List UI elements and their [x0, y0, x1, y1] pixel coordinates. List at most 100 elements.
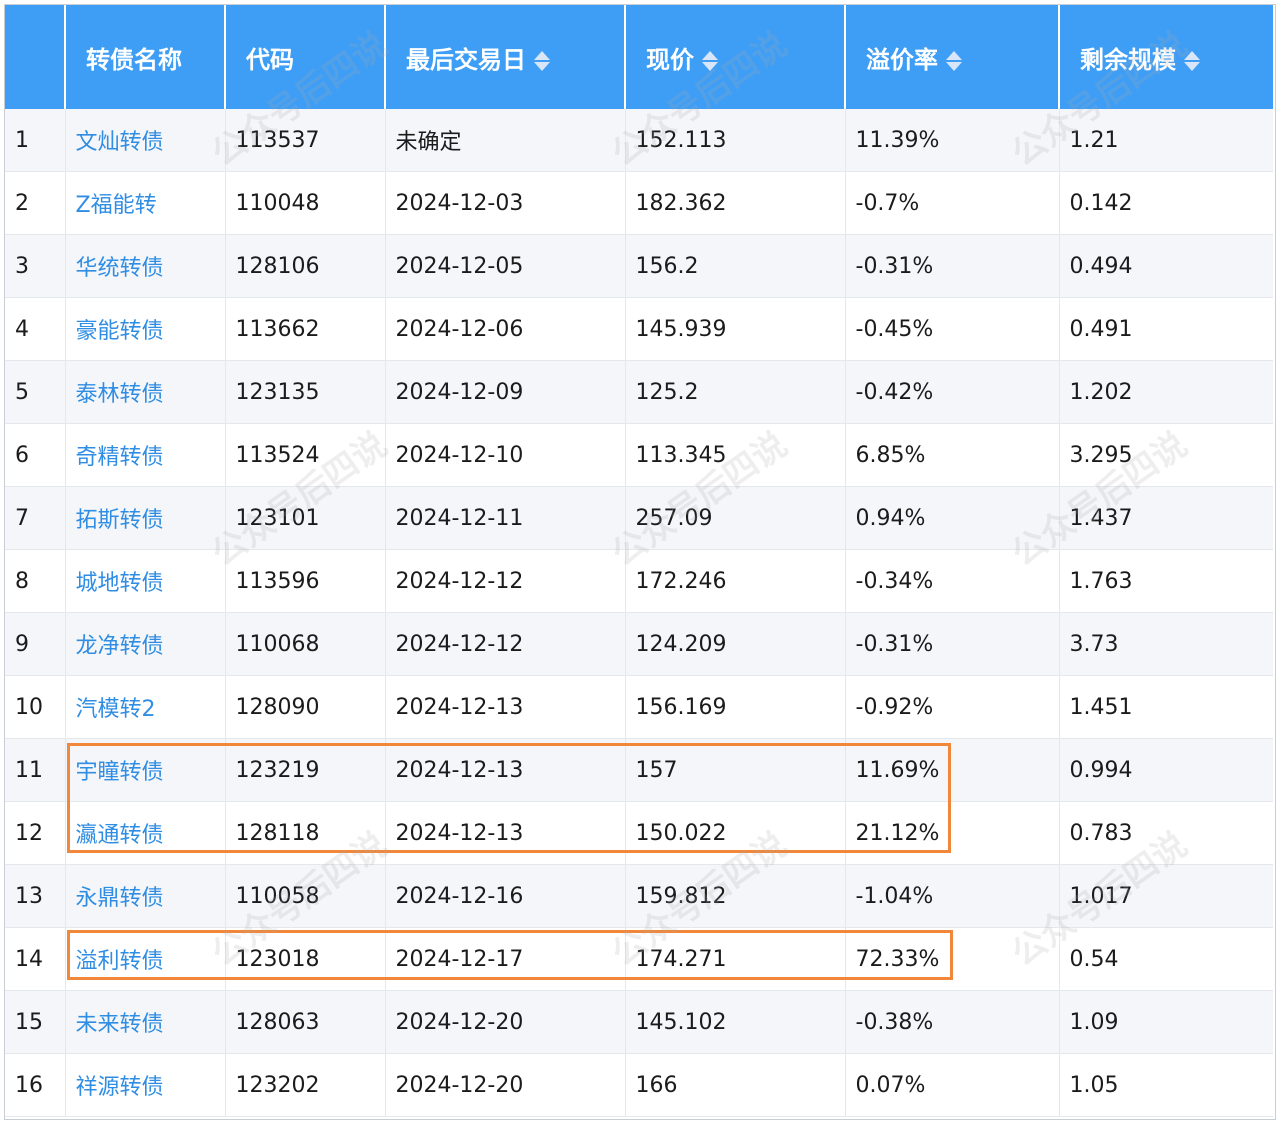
- last-trade-date: 2024-12-20: [385, 1053, 626, 1117]
- last-trade-date: 2024-12-20: [385, 990, 626, 1054]
- header-code: 代码: [225, 5, 386, 109]
- bond-name-link[interactable]: 祥源转债: [65, 1053, 226, 1117]
- bond-code: 123018: [225, 927, 386, 991]
- current-price: 166: [625, 1053, 846, 1117]
- table-row: 7 拓斯转债 123101 2024-12-11 257.09 0.94% 1.437: [5, 486, 1273, 550]
- bond-name-link[interactable]: 未来转债: [65, 990, 226, 1054]
- current-price: 145.102: [625, 990, 846, 1054]
- header-premium[interactable]: 溢价率: [845, 5, 1060, 109]
- remaining-size: 1.05: [1059, 1053, 1273, 1117]
- bond-code: 128063: [225, 990, 386, 1054]
- premium-rate: 0.94%: [845, 486, 1060, 550]
- premium-rate: -0.45%: [845, 297, 1060, 361]
- table-row: 14 溢利转债 123018 2024-12-17 174.271 72.33% 0.54: [5, 927, 1273, 991]
- row-index: 7: [5, 486, 66, 550]
- last-trade-date: 2024-12-09: [385, 360, 626, 424]
- bond-name-link[interactable]: 豪能转债: [65, 297, 226, 361]
- header-remaining-label: 剩余规模: [1080, 45, 1176, 74]
- current-price: 156.169: [625, 675, 846, 739]
- current-price: 145.939: [625, 297, 846, 361]
- table-row: 8 城地转债 113596 2024-12-12 172.246 -0.34% 1.763: [5, 549, 1273, 613]
- row-index: 6: [5, 423, 66, 487]
- last-trade-date: 2024-12-12: [385, 549, 626, 613]
- bond-name-link[interactable]: Z福能转: [65, 171, 226, 235]
- current-price: 174.271: [625, 927, 846, 991]
- bond-code: 113662: [225, 297, 386, 361]
- current-price: 172.246: [625, 549, 846, 613]
- row-index: 12: [5, 801, 66, 865]
- header-price-label: 现价: [646, 45, 694, 74]
- bond-name-link[interactable]: 文灿转债: [65, 109, 226, 172]
- sort-icon[interactable]: [946, 50, 962, 72]
- current-price: 150.022: [625, 801, 846, 865]
- premium-rate: 72.33%: [845, 927, 1060, 991]
- bond-code: 113537: [225, 109, 386, 172]
- bond-name-link[interactable]: 华统转债: [65, 234, 226, 298]
- current-price: 125.2: [625, 360, 846, 424]
- bond-name-link[interactable]: 泰林转债: [65, 360, 226, 424]
- bond-name-link[interactable]: 汽模转2: [65, 675, 226, 739]
- premium-rate: -1.04%: [845, 864, 1060, 928]
- bond-code: 123135: [225, 360, 386, 424]
- table-row: 6 奇精转债 113524 2024-12-10 113.345 6.85% 3.295: [5, 423, 1273, 487]
- premium-rate: -0.42%: [845, 360, 1060, 424]
- header-remaining[interactable]: 剩余规模: [1059, 5, 1273, 109]
- header-last-trade-date[interactable]: 最后交易日: [385, 5, 626, 109]
- table-row: 16 祥源转债 123202 2024-12-20 166 0.07% 1.05: [5, 1053, 1273, 1117]
- remaining-size: 1.437: [1059, 486, 1273, 550]
- remaining-size: 0.494: [1059, 234, 1273, 298]
- remaining-size: 1.017: [1059, 864, 1273, 928]
- header-premium-label: 溢价率: [866, 45, 938, 74]
- sort-icon[interactable]: [1184, 50, 1200, 72]
- bond-name-link[interactable]: 拓斯转债: [65, 486, 226, 550]
- row-index: 14: [5, 927, 66, 991]
- bond-name-link[interactable]: 城地转债: [65, 549, 226, 613]
- remaining-size: 0.491: [1059, 297, 1273, 361]
- table-row: 10 汽模转2 128090 2024-12-13 156.169 -0.92% 1.451: [5, 675, 1273, 739]
- remaining-size: 0.142: [1059, 171, 1273, 235]
- bond-name-link[interactable]: 奇精转债: [65, 423, 226, 487]
- premium-rate: 0.07%: [845, 1053, 1060, 1117]
- row-index: 1: [5, 109, 66, 172]
- sort-icon[interactable]: [534, 50, 550, 72]
- premium-rate: -0.38%: [845, 990, 1060, 1054]
- row-index: 9: [5, 612, 66, 676]
- bond-name-link[interactable]: 龙净转债: [65, 612, 226, 676]
- current-price: 157: [625, 738, 846, 802]
- bond-table-frame: 转债名称 代码 最后交易日 现价 溢价率 剩余规模 1 文灿转债 113537 未确定…: [4, 4, 1276, 1120]
- table-row: 4 豪能转债 113662 2024-12-06 145.939 -0.45% 0.491: [5, 297, 1273, 361]
- convertible-bond-table: 转债名称 代码 最后交易日 现价 溢价率 剩余规模 1 文灿转债 113537 未确定…: [5, 5, 1273, 1117]
- bond-code: 110048: [225, 171, 386, 235]
- remaining-size: 0.54: [1059, 927, 1273, 991]
- last-trade-date: 未确定: [385, 109, 626, 172]
- bond-name-link[interactable]: 永鼎转债: [65, 864, 226, 928]
- remaining-size: 1.763: [1059, 549, 1273, 613]
- premium-rate: 11.39%: [845, 109, 1060, 172]
- row-index: 16: [5, 1053, 66, 1117]
- header-row: 转债名称 代码 最后交易日 现价 溢价率 剩余规模: [5, 5, 1273, 109]
- table-row: 12 瀛通转债 128118 2024-12-13 150.022 21.12% 0.783: [5, 801, 1273, 865]
- remaining-size: 3.73: [1059, 612, 1273, 676]
- last-trade-date: 2024-12-17: [385, 927, 626, 991]
- premium-rate: -0.31%: [845, 612, 1060, 676]
- bond-code: 110068: [225, 612, 386, 676]
- header-price[interactable]: 现价: [625, 5, 846, 109]
- last-trade-date: 2024-12-13: [385, 675, 626, 739]
- premium-rate: 6.85%: [845, 423, 1060, 487]
- table-row: 15 未来转债 128063 2024-12-20 145.102 -0.38% 1.09: [5, 990, 1273, 1054]
- current-price: 152.113: [625, 109, 846, 172]
- row-index: 5: [5, 360, 66, 424]
- bond-name-link[interactable]: 宇瞳转债: [65, 738, 226, 802]
- table-row: 9 龙净转债 110068 2024-12-12 124.209 -0.31% 3.73: [5, 612, 1273, 676]
- table-row: 3 华统转债 128106 2024-12-05 156.2 -0.31% 0.494: [5, 234, 1273, 298]
- table-row: 11 宇瞳转债 123219 2024-12-13 157 11.69% 0.994: [5, 738, 1273, 802]
- bond-name-link[interactable]: 瀛通转债: [65, 801, 226, 865]
- premium-rate: -0.34%: [845, 549, 1060, 613]
- last-trade-date: 2024-12-05: [385, 234, 626, 298]
- sort-icon[interactable]: [702, 50, 718, 72]
- last-trade-date: 2024-12-11: [385, 486, 626, 550]
- remaining-size: 0.994: [1059, 738, 1273, 802]
- row-index: 10: [5, 675, 66, 739]
- bond-name-link[interactable]: 溢利转债: [65, 927, 226, 991]
- row-index: 11: [5, 738, 66, 802]
